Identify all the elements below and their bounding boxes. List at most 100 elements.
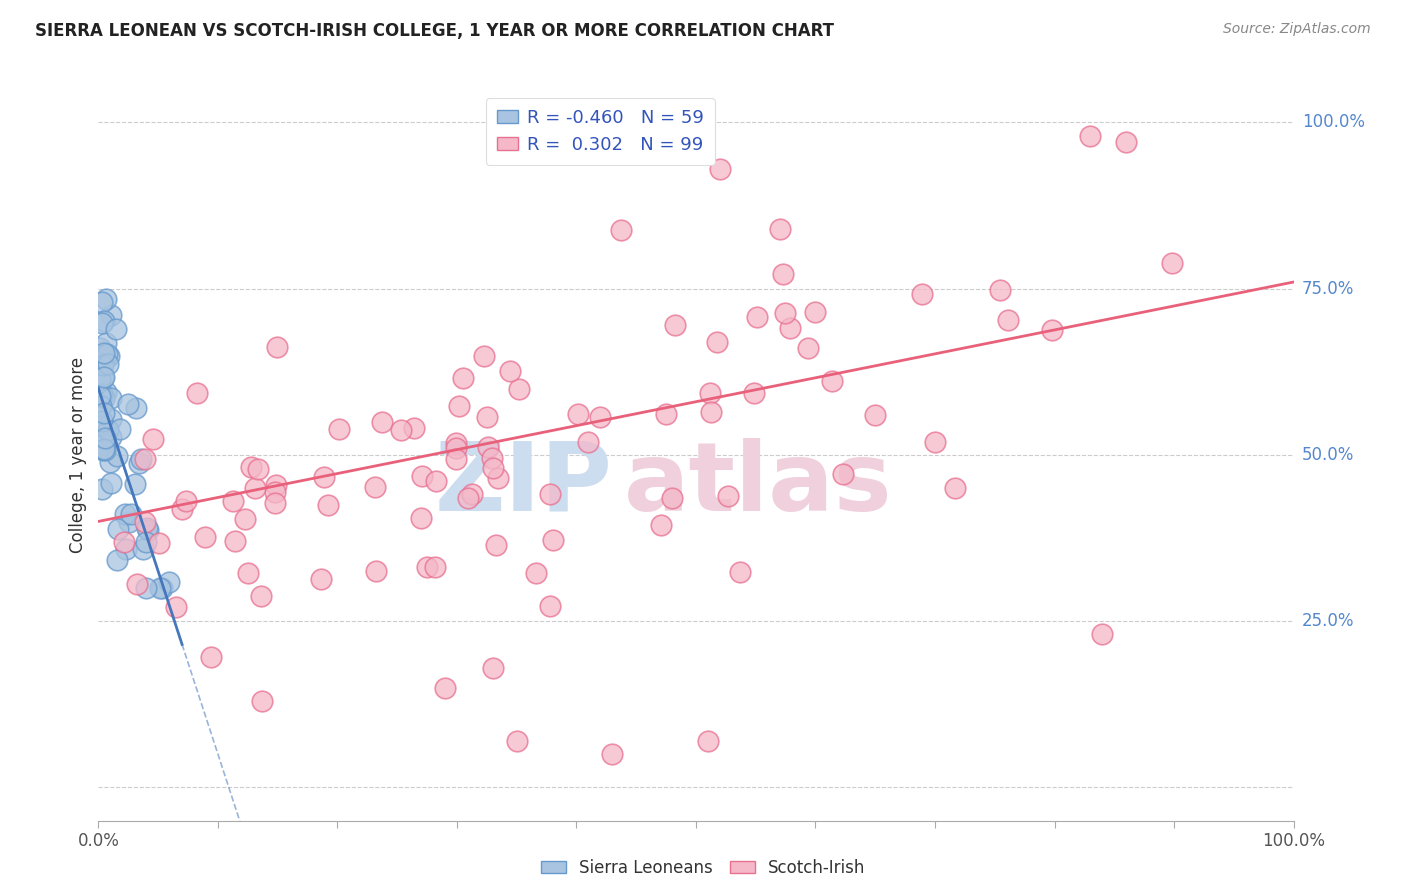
Point [482,461,505,475]
Point [1115,136,1137,150]
Point [91,387,114,401]
Point [797,341,820,355]
Point [105,449,128,463]
Point [1080,128,1102,143]
Point [477,440,499,454]
Legend: R = -0.460   N = 59, R =  0.302   N = 99: R = -0.460 N = 59, R = 0.302 N = 99 [485,98,716,165]
Point [90,399,112,413]
Point [768,222,790,236]
Point [93,442,115,457]
Point [100,308,122,322]
Point [245,481,267,495]
Point [364,565,387,579]
Point [91,442,114,457]
Point [717,489,740,503]
Point [186,386,208,401]
Point [105,322,128,336]
Point [114,507,136,521]
Point [174,494,197,508]
Point [699,385,721,400]
Point [170,501,193,516]
Point [131,452,153,467]
Point [94,336,117,351]
Point [411,469,433,483]
Point [314,470,336,484]
Point [924,434,946,449]
Point [485,538,508,552]
Point [697,734,720,748]
Point [149,581,172,595]
Point [100,476,122,491]
Point [194,530,217,544]
Point [540,599,562,614]
Point [135,581,157,595]
Point [250,589,273,603]
Point [96,347,118,361]
Point [132,542,155,557]
Point [266,340,288,354]
Point [446,436,468,450]
Point [115,541,138,556]
Point [120,507,142,521]
Point [112,535,135,549]
Point [93,351,115,366]
Point [742,385,765,400]
Point [316,498,339,512]
Point [779,320,801,334]
Point [134,451,156,466]
Point [446,442,468,456]
Point [328,422,350,436]
Point [128,456,150,470]
Text: 25.0%: 25.0% [1302,612,1354,630]
Point [655,407,678,421]
Point [136,523,159,537]
Point [423,560,446,574]
Point [107,523,129,537]
Point [150,581,173,595]
Point [475,410,498,425]
Point [148,535,170,549]
Point [264,496,287,510]
Point [1040,323,1063,337]
Point [94,292,117,306]
Point [89,372,111,386]
Point [264,485,287,500]
Point [100,430,122,444]
Point [404,421,426,435]
Point [650,517,672,532]
Point [589,410,612,425]
Point [911,286,934,301]
Point [93,346,115,360]
Point [100,391,122,405]
Point [481,450,503,465]
Y-axis label: College, 1 year or more: College, 1 year or more [69,357,87,553]
Point [93,437,115,451]
Point [90,348,112,362]
Point [127,577,149,591]
Text: SIERRA LEONEAN VS SCOTCH-IRISH COLLEGE, 1 YEAR OR MORE CORRELATION CHART: SIERRA LEONEAN VS SCOTCH-IRISH COLLEGE, … [35,22,834,40]
Point [221,493,243,508]
Point [117,397,139,411]
Point [238,566,260,580]
Point [610,223,633,237]
Point [1161,255,1184,269]
Point [709,161,731,176]
Point [425,474,447,488]
Point [93,370,115,384]
Point [91,371,114,385]
Point [745,310,768,325]
Point [700,405,723,419]
Point [457,491,479,505]
Point [91,316,114,330]
Point [98,455,121,469]
Point [246,462,269,476]
Point [540,486,562,500]
Point [142,433,165,447]
Point [89,417,111,432]
Point [524,566,547,581]
Point [831,467,853,481]
Point [389,423,412,437]
Point [730,565,752,579]
Point [664,318,686,332]
Point [235,512,257,526]
